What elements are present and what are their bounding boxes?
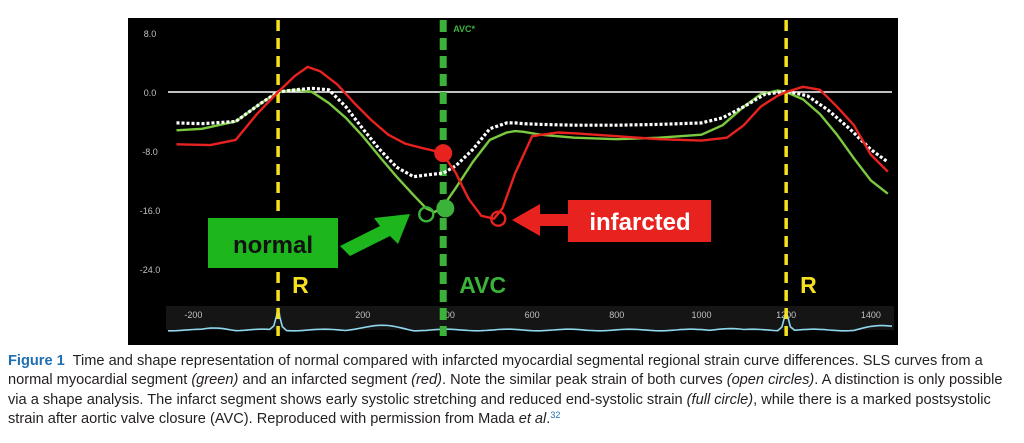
infarcted-arrow (512, 204, 568, 236)
figure-caption: Figure 1 Time and shape representation o… (8, 352, 1016, 430)
open-circle-marker (490, 210, 507, 227)
ecg-x-tick-label: -200 (184, 310, 202, 320)
strain-curve-figure: 8.00.0-8.0-16.0-24.0 -200020040060080010… (128, 18, 898, 345)
caption-text-6: . (546, 411, 551, 428)
y-tick-label: -8.0 (142, 147, 158, 157)
full-circle-marker (436, 199, 455, 218)
caption-reference: 32 (550, 410, 561, 421)
y-tick-label: -16.0 (140, 206, 161, 216)
caption-et-al: et al (518, 411, 547, 428)
normal-arrow (340, 214, 410, 256)
infarcted-label-box (568, 200, 711, 242)
caption-text-4: . A distinction is only possible via a s… (8, 372, 1003, 408)
avc-label: AVC (459, 272, 506, 298)
caption-full-circle: (full circle) (686, 391, 754, 408)
normal-strain-curve (176, 88, 889, 214)
strain-chart: 8.00.0-8.0-16.0-24.0 -200020040060080010… (140, 20, 894, 336)
caption-text-3: . Note the similar peak strain of both c… (441, 372, 727, 389)
caption-text-5: , while there is a marked postsystolic s… (8, 391, 991, 428)
caption-text-1: Time and shape representation of normal … (8, 353, 983, 389)
ecg-x-tick-label: 200 (355, 310, 370, 320)
figure-label: Figure 1 (8, 353, 65, 369)
caption-green-word: (green) (191, 372, 239, 389)
caption-text-2: and an infarcted segment (238, 372, 412, 389)
normal-label-box (208, 218, 338, 268)
caption-red-word: (red) (411, 372, 442, 389)
y-tick-label: 0.0 (144, 88, 157, 98)
ecg-trace (168, 306, 893, 332)
y-tick-label: -24.0 (140, 265, 161, 275)
ecg-x-tick-label: 800 (609, 310, 624, 320)
open-circle-marker (418, 206, 435, 223)
y-tick-label: 8.0 (144, 29, 157, 39)
normal-label: normal (233, 232, 313, 259)
r-wave-label: R (292, 272, 309, 298)
infarcted-label: infarcted (589, 209, 690, 236)
ecg-strip-background (166, 306, 894, 330)
ecg-x-tick-label: 600 (525, 310, 540, 320)
avc-top-label: AVC* (453, 24, 475, 34)
caption-open-circles: (open circles) (726, 372, 815, 389)
ecg-x-tick-label: 1400 (861, 310, 881, 320)
full-circle-marker (434, 144, 453, 163)
ecg-x-tick-label: 1000 (691, 310, 711, 320)
r-wave-label: R (800, 272, 817, 298)
ecg-x-tick-label: 400 (440, 310, 455, 320)
infarcted-strain-curve (176, 65, 889, 220)
